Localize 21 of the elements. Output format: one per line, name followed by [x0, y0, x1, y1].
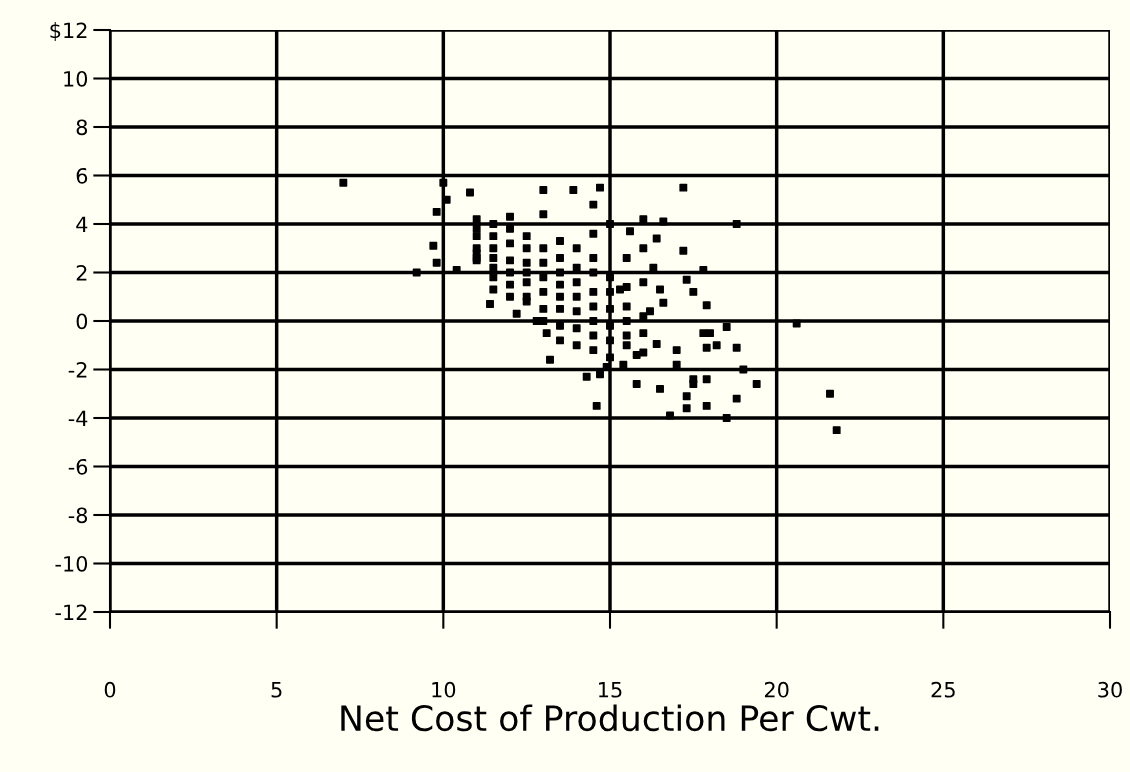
x-tick-label: 10 — [432, 681, 456, 698]
y-tick-label: -8 — [68, 507, 88, 524]
x-tick-label: 25 — [931, 681, 955, 698]
x-tick-label: 20 — [764, 681, 789, 698]
y-tick-label: 6 — [76, 167, 88, 184]
y-tick-label: -10 — [55, 555, 88, 572]
y-tick-label: 0 — [76, 313, 88, 330]
y-tick-label: -4 — [68, 410, 88, 426]
y-tick-label: $12 — [50, 22, 87, 41]
y-tick-label: -12 — [55, 604, 87, 620]
y-tick-label: -2 — [68, 361, 87, 378]
x-tick-label: 30 — [1098, 681, 1122, 698]
x-tick-label: 5 — [271, 682, 282, 698]
y-tick-label: 4 — [76, 216, 88, 232]
x-axis-title: Net Cost of Production Per Cwt. — [341, 704, 879, 732]
x-tick-label: 15 — [599, 682, 622, 698]
y-tick-label: 2 — [76, 264, 87, 281]
y-tick-label: 8 — [76, 119, 88, 136]
x-tick-label: 0 — [104, 681, 116, 698]
y-tick-label: -6 — [68, 458, 88, 475]
y-tick-label: 10 — [64, 70, 88, 87]
